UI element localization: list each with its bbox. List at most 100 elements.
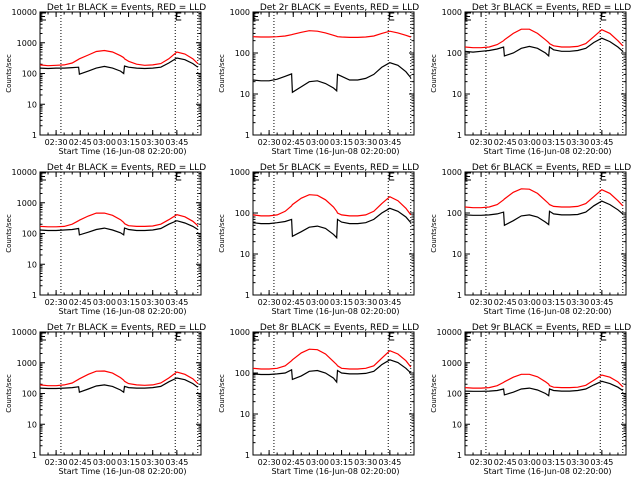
y-tick-label: 1: [457, 451, 462, 460]
plot-frame: [39, 11, 202, 136]
y-tick-label: 10: [452, 420, 462, 429]
panel-6: Det 6r BLACK = Events, RED = LLD 1 10 100 10…: [430, 163, 631, 316]
x-tick-label: 03:30: [566, 298, 589, 307]
y-tick-label: 1: [245, 291, 250, 300]
y-tick-label: 1000: [230, 168, 250, 177]
eclipse-e-marker: [40, 12, 46, 21]
x-tick-label: 03:45: [378, 298, 401, 307]
y-tick-label: 1000: [17, 199, 37, 208]
series-lld-line: [464, 28, 624, 49]
x-tick-label: 02:45: [282, 298, 305, 307]
x-tick-label: 02:30: [258, 138, 281, 147]
x-tick-label: 03:00: [518, 458, 541, 467]
x-tick-label: 03:15: [542, 458, 565, 467]
x-axis-label: Start Time (16-Jun-08 02:20:00): [272, 147, 400, 156]
series-lld-line: [464, 188, 624, 209]
panel-4: Det 4r BLACK = Events, RED = LLD 1 10 100 10…: [5, 163, 206, 316]
y-tick-label: 10000: [12, 328, 37, 337]
series-events-line: [252, 207, 412, 240]
panel-9: Det 9r BLACK = Events, RED = LLD 1 10 100 10…: [430, 323, 631, 476]
x-tick-label: 03:00: [306, 298, 329, 307]
y-tick-label: 1: [245, 131, 250, 140]
eclipse-e-marker: [388, 332, 395, 341]
eclipse-e-marker: [600, 172, 607, 181]
x-tick-label: 03:00: [518, 138, 541, 147]
x-tick-label: 03:00: [518, 298, 541, 307]
y-tick-label: 100: [22, 230, 37, 239]
series-lld-line: [252, 30, 411, 39]
y-tick-label: 10000: [437, 328, 462, 337]
x-tick-label: 03:30: [354, 138, 377, 147]
y-tick-label: 10: [240, 90, 250, 99]
x-tick-label: 02:45: [494, 458, 517, 467]
y-tick-label: 1: [32, 451, 37, 460]
y-tick-label: 1: [32, 131, 37, 140]
y-tick-label: 10: [240, 250, 250, 259]
y-tick-label: 100: [22, 70, 37, 79]
eclipse-e-marker: [175, 12, 182, 21]
y-axis-label: Counts/sec: [430, 374, 438, 413]
x-tick-label: 03:45: [378, 138, 401, 147]
series-lld-line: [252, 194, 412, 217]
series-events-line: [464, 37, 624, 58]
y-tick-label: 1: [457, 291, 462, 300]
eclipse-e-marker: [40, 332, 46, 341]
y-tick-label: 1000: [442, 8, 462, 17]
eclipse-e-marker: [388, 172, 395, 181]
x-tick-label: 02:30: [470, 458, 493, 467]
y-tick-label: 100: [235, 209, 250, 218]
x-tick-label: 02:30: [470, 138, 493, 147]
panel-title: Det 5r BLACK = Events, RED = LLD: [260, 163, 419, 173]
panel-title: Det 7r BLACK = Events, RED = LLD: [47, 323, 206, 333]
y-tick-label: 10: [452, 90, 462, 99]
series-events-line: [252, 62, 412, 94]
eclipse-e-marker: [600, 332, 607, 341]
x-tick-label: 02:45: [282, 138, 305, 147]
x-tick-label: 03:30: [566, 138, 589, 147]
panel-5: Det 5r BLACK = Events, RED = LLD 1 10 100 10…: [218, 163, 419, 316]
y-tick-label: 100: [447, 390, 462, 399]
y-tick-label: 10: [27, 100, 37, 109]
series-lld-line: [464, 373, 624, 389]
x-tick-label: 03:30: [141, 138, 164, 147]
series-lld-line: [39, 212, 199, 228]
x-tick-label: 02:45: [494, 298, 517, 307]
x-tick-label: 03:45: [165, 298, 188, 307]
x-tick-label: 03:30: [566, 458, 589, 467]
y-axis-label: Counts/sec: [218, 54, 226, 93]
x-axis-label: Start Time (16-Jun-08 02:20:00): [484, 467, 612, 476]
plot-frame: [39, 331, 202, 456]
x-tick-label: 02:45: [69, 458, 92, 467]
x-axis-label: Start Time (16-Jun-08 02:20:00): [272, 307, 400, 316]
x-tick-label: 03:15: [330, 458, 353, 467]
eclipse-e-marker: [465, 12, 471, 21]
panel-title: Det 4r BLACK = Events, RED = LLD: [47, 163, 206, 173]
x-tick-label: 03:30: [354, 458, 377, 467]
panel-title: Det 1r BLACK = Events, RED = LLD: [47, 3, 206, 13]
x-tick-label: 03:45: [378, 458, 401, 467]
x-tick-label: 02:45: [494, 138, 517, 147]
y-tick-label: 10: [27, 260, 37, 269]
x-tick-label: 03:45: [590, 138, 613, 147]
y-axis-label: Counts/sec: [5, 54, 13, 93]
y-tick-label: 1000: [17, 359, 37, 368]
x-tick-label: 02:45: [282, 458, 305, 467]
y-tick-label: 10000: [12, 8, 37, 17]
x-axis-label: Start Time (16-Jun-08 02:20:00): [484, 307, 612, 316]
y-tick-label: 100: [447, 209, 462, 218]
y-tick-label: 100: [235, 49, 250, 58]
x-axis-label: Start Time (16-Jun-08 02:20:00): [484, 147, 612, 156]
series-events-line: [464, 380, 624, 397]
x-tick-label: 03:15: [330, 298, 353, 307]
x-tick-label: 02:45: [69, 138, 92, 147]
panel-8: Det 8r BLACK = Events, RED = LLD 1 10 100 10…: [218, 323, 419, 476]
series-events-line: [252, 359, 412, 384]
plot-frame: [252, 171, 415, 296]
x-tick-label: 03:45: [590, 298, 613, 307]
panel-3: Det 3r BLACK = Events, RED = LLD 1 10 100 10…: [430, 3, 631, 156]
y-axis-label: Counts/sec: [5, 214, 13, 253]
series-events-line: [39, 220, 199, 236]
series-lld-line: [39, 49, 199, 67]
series-events-line: [39, 57, 199, 76]
